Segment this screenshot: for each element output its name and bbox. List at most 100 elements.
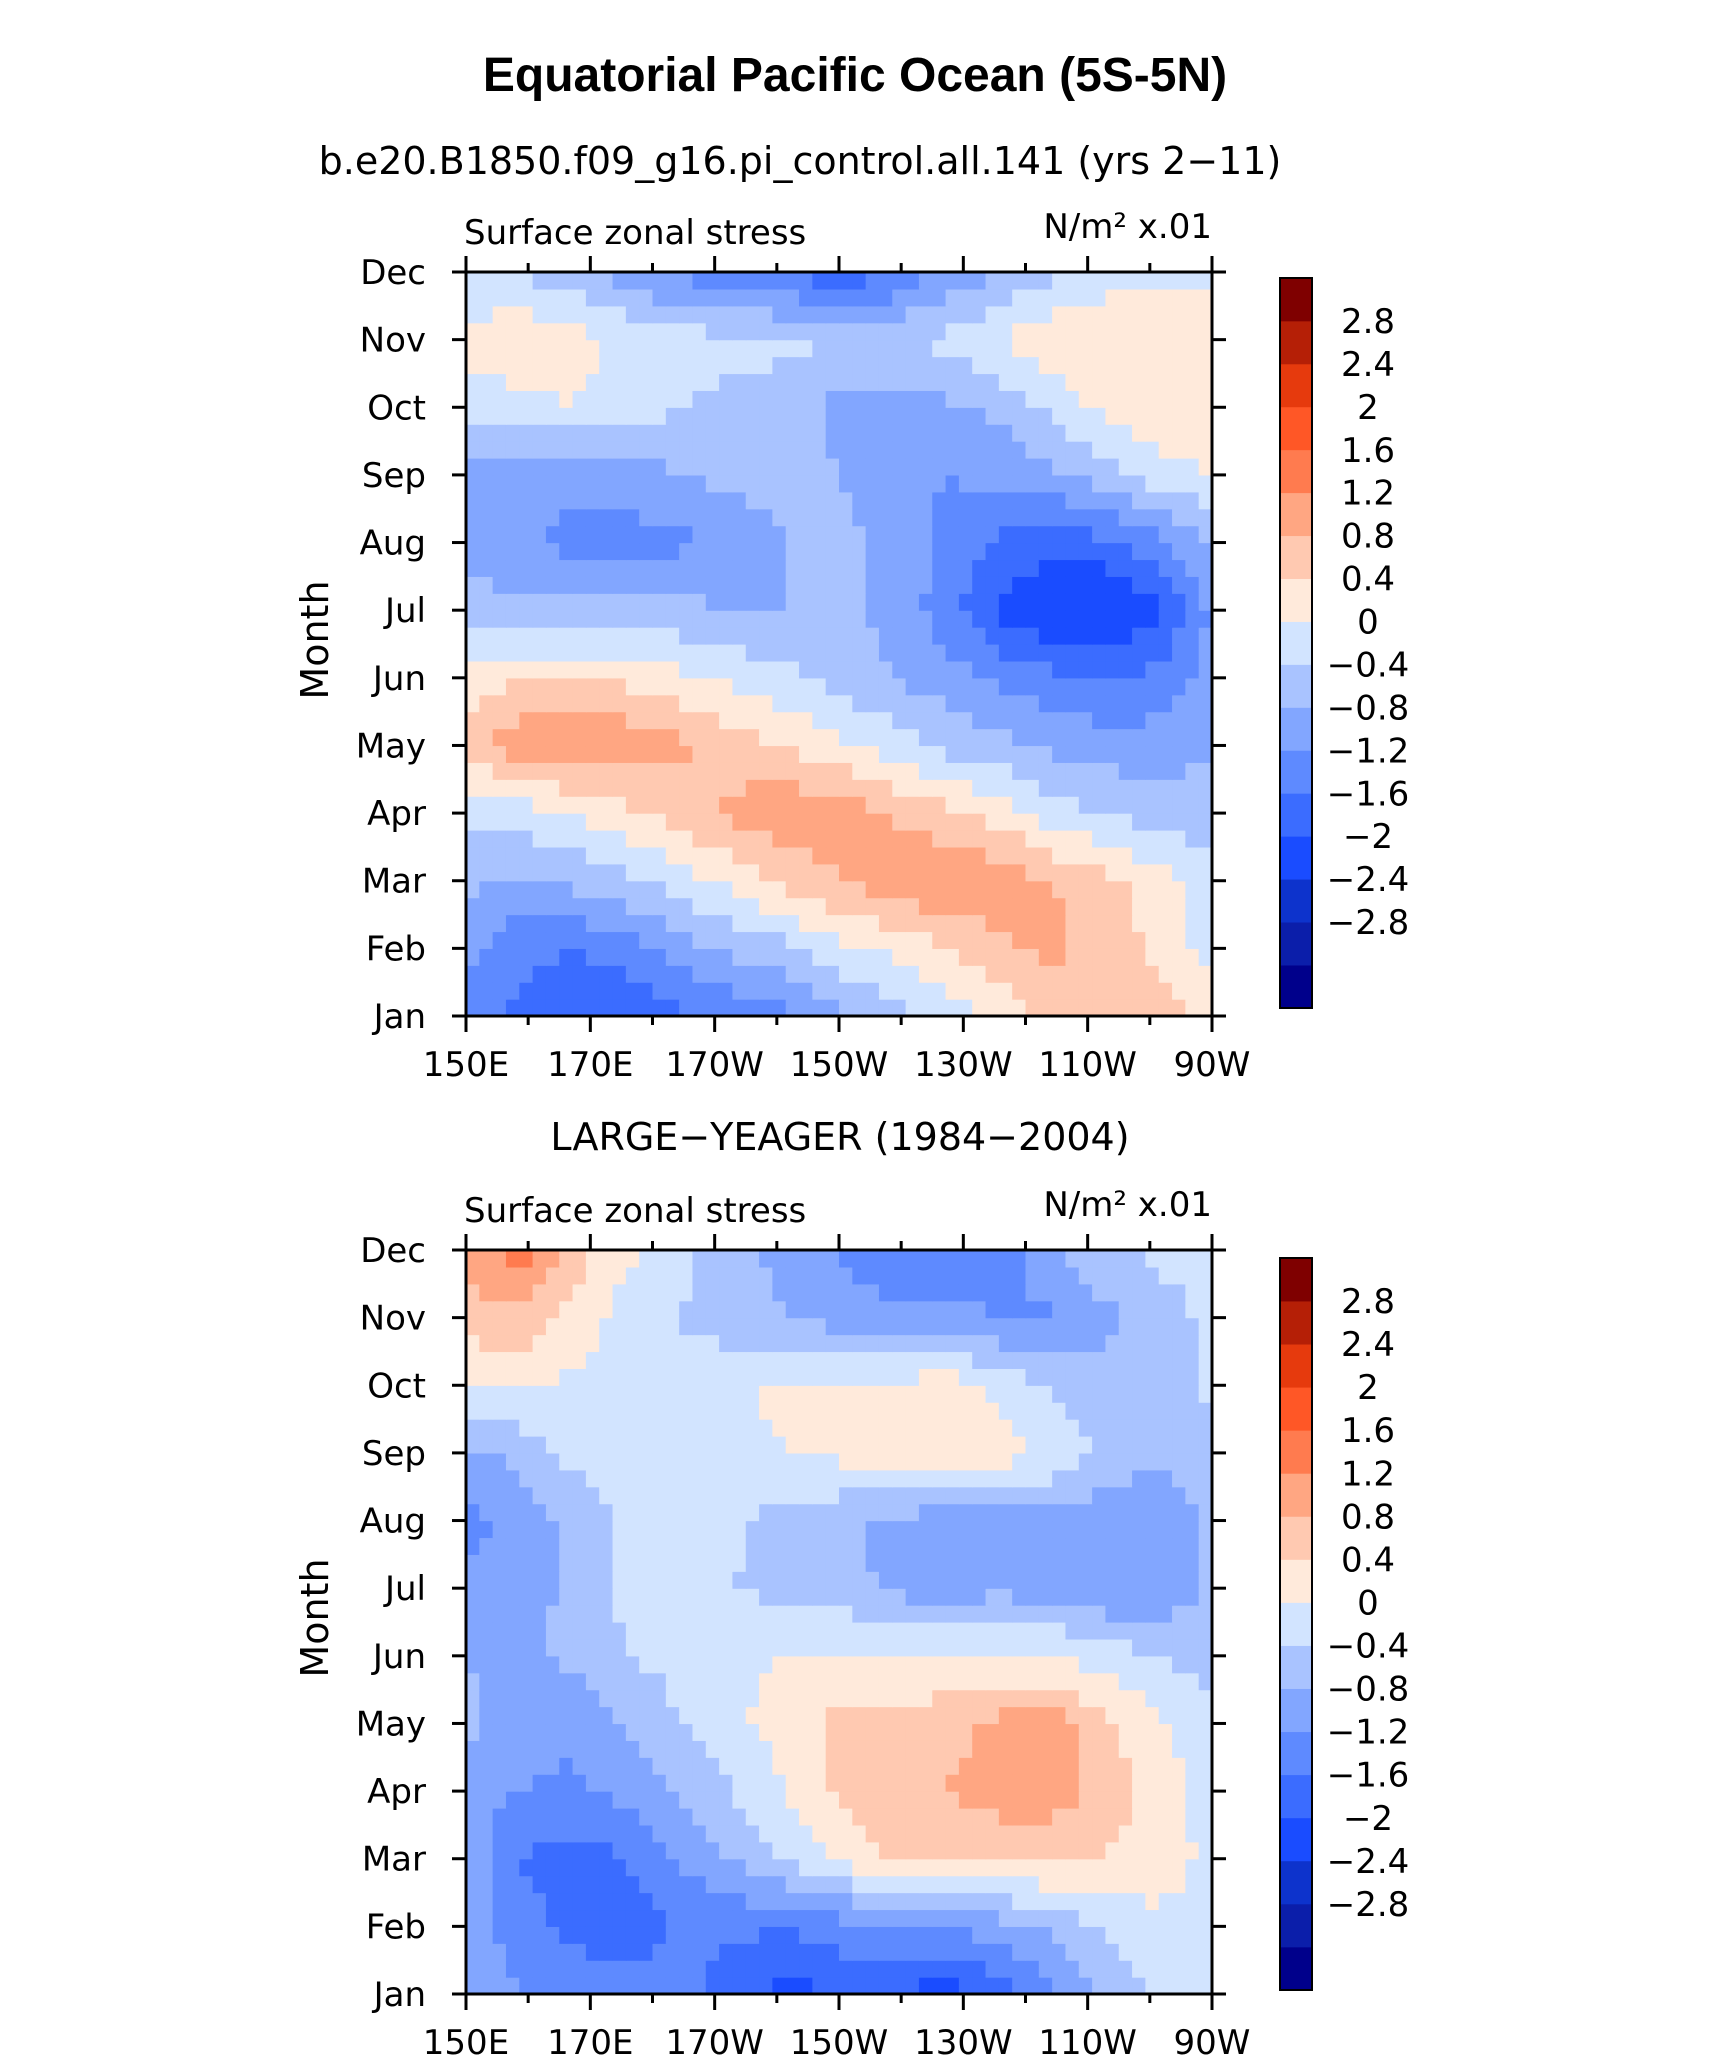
heatmap-cell [1132,728,1146,747]
heatmap-cell [572,728,587,747]
heatmap-cell [572,1638,587,1657]
heatmap-cell [1198,407,1213,425]
heatmap-cell [1038,1960,1053,1978]
heatmap-cell [932,644,947,662]
heatmap-cell [505,1503,520,1522]
heatmap-cell [998,339,1013,358]
heatmap-cell [612,1841,627,1860]
heatmap-cell [985,1638,1000,1657]
heatmap-cell [625,1926,640,1944]
heatmap-cell [1158,1368,1173,1386]
heatmap-cell [1118,1977,1133,1995]
heatmap-cell [1158,1655,1173,1674]
heatmap-cell [785,593,800,611]
heatmap-cell [532,846,547,865]
heatmap-cell [585,1808,600,1826]
heatmap-cell [545,660,560,679]
heatmap-cell [785,1706,800,1725]
heatmap-cell [665,914,680,933]
heatmap-cell [1038,914,1053,933]
heatmap-cell [1078,407,1093,425]
heatmap-cell [625,1385,640,1403]
heatmap-cell [852,1520,867,1539]
heatmap-cell [759,542,773,561]
heatmap-cell [932,373,947,391]
heatmap-cell [705,1486,720,1505]
heatmap-cell [559,1266,574,1285]
heatmap-cell [852,965,867,983]
heatmap-cell [799,356,813,375]
heatmap-cell [825,1385,840,1403]
heatmap-cell [1198,863,1213,882]
heatmap-cell [492,559,507,577]
heatmap-cell [692,897,707,916]
heatmap-cell [825,1283,840,1302]
heatmap-cell [692,711,707,730]
heatmap-cell [945,1402,960,1420]
heatmap-cell [825,1791,840,1809]
heatmap-cell [1185,982,1200,1000]
heatmap-cell [972,1808,987,1826]
heatmap-cell [532,1723,547,1741]
heatmap-cell [679,339,694,358]
heatmap-cell [812,1503,827,1522]
heatmap-cell [958,424,973,442]
heatmap-cell [772,1926,787,1944]
heatmap-cell [1185,1774,1200,1792]
heatmap-cell [1172,880,1186,899]
heatmap-cell [719,1588,734,1606]
heatmap-cell [918,1571,933,1589]
heatmap-cell [625,677,640,696]
heatmap-cell [1078,1655,1093,1674]
heatmap-cell [1198,356,1213,375]
heatmap-cell [759,1266,773,1285]
heatmap-cell [585,745,600,763]
heatmap-cell [799,711,813,730]
heatmap-cell [1092,914,1107,933]
heatmap-cell [998,931,1013,949]
colorbar-swatch [1280,363,1312,408]
heatmap-cell [958,1469,973,1488]
heatmap-cell [759,1520,773,1539]
heatmap-cell [799,779,813,797]
heatmap-cell [972,1300,987,1319]
heatmap-cell [599,458,614,476]
heatmap-cell [945,1622,960,1640]
heatmap-cell [692,1317,707,1336]
heatmap-cell [905,576,920,594]
heatmap-cell [972,373,987,391]
heatmap-cell [785,1605,800,1623]
heatmap-cell [1038,1791,1053,1809]
heatmap-cell [759,1858,773,1877]
heatmap-cell [692,1300,707,1319]
heatmap-cell [998,1402,1013,1420]
heatmap-cell [572,525,587,544]
heatmap-cell [998,1723,1013,1741]
heatmap-cell [545,322,560,341]
heatmap-cell [1105,1436,1120,1454]
heatmap-cell [705,796,720,814]
heatmap-cell [719,272,734,290]
heatmap-cell [932,441,947,459]
heatmap-cell [559,1841,574,1860]
heatmap-cell [985,728,1000,747]
heatmap-cell [1158,491,1173,510]
heatmap-cell [1185,1385,1200,1403]
heatmap-cell [639,1943,654,1961]
heatmap-cell [878,576,893,594]
heatmap-cell [839,1266,853,1285]
heatmap-cell [519,1858,534,1877]
heatmap-cell [1118,407,1133,425]
heatmap-cell [918,1892,933,1911]
heatmap-cell [905,1791,920,1809]
heatmap-cell [985,559,1000,577]
heatmap-cell [945,1452,960,1471]
heatmap-cell [719,1436,734,1454]
heatmap-cell [1052,999,1067,1017]
heatmap-cell [1132,1503,1146,1522]
heatmap-cell [945,1706,960,1725]
heatmap-cell [998,356,1013,375]
heatmap-cell [1012,407,1027,425]
heatmap-cell [852,322,867,341]
heatmap-cell [745,796,760,814]
